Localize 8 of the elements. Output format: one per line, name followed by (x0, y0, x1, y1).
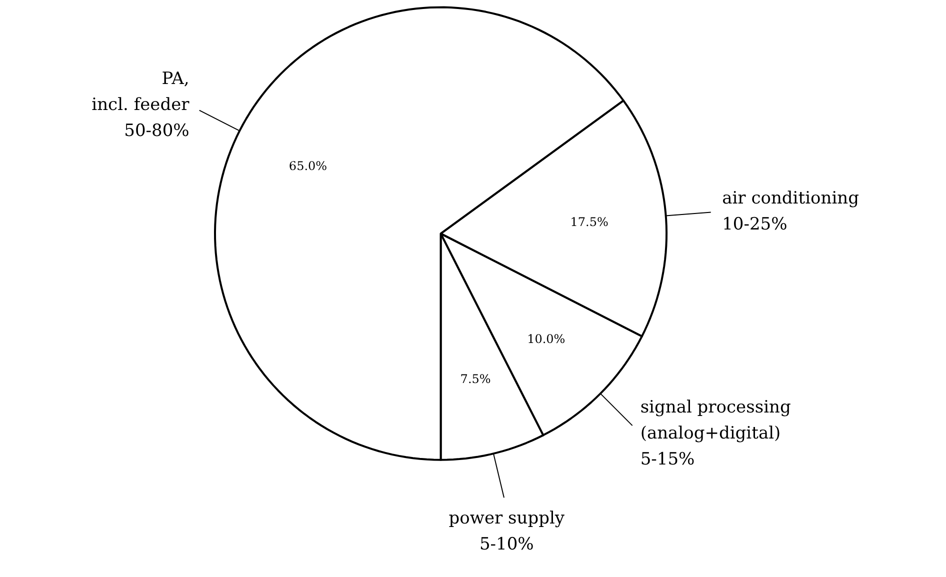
data-label: 17.5% (570, 214, 608, 229)
slice-label: air conditioning 10-25% (722, 188, 860, 234)
slice-label: power supply 5-10% (448, 508, 565, 555)
data-label: 10.0% (527, 332, 566, 346)
slice-label: PA, incl. feeder 50-80% (92, 69, 190, 142)
data-label: 7.5% (460, 372, 491, 386)
slice-label: signal processing (analog+digital) 5-15% (640, 398, 791, 470)
data-label: 65.0% (288, 158, 328, 173)
